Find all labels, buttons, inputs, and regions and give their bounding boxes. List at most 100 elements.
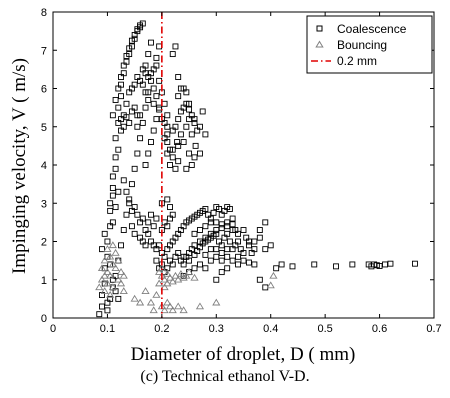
coalescence-point	[164, 123, 171, 130]
coalescence-point	[218, 242, 225, 249]
coalescence-point	[235, 253, 242, 260]
bouncing-point	[269, 271, 278, 279]
bouncing-point	[146, 298, 156, 306]
y-tick-label: 3	[41, 198, 47, 210]
coalescence-point	[224, 246, 231, 253]
coalescence-point	[207, 257, 214, 264]
bouncing-point	[160, 306, 169, 314]
coalescence-point	[169, 261, 176, 268]
coalescence-point	[131, 104, 138, 111]
coalescence-point	[213, 219, 220, 226]
coalescence-point	[118, 242, 124, 249]
bouncing-point	[95, 283, 104, 291]
coalescence-point	[240, 227, 247, 233]
legend-label-reference: 0.2 mm	[337, 54, 377, 68]
coalescence-point	[180, 261, 187, 268]
bouncing-point	[195, 302, 205, 310]
coalescence-point	[191, 265, 198, 272]
coalescence-point	[145, 219, 152, 226]
coalescence-point	[148, 70, 154, 77]
coalescence-point	[333, 263, 339, 270]
coalescence-point	[224, 230, 231, 237]
coalescence-point	[137, 22, 144, 29]
bouncing-point	[149, 306, 158, 314]
coalescence-point	[99, 303, 105, 310]
bouncing-point	[184, 268, 194, 275]
coalescence-point	[137, 112, 144, 119]
coalescence-point	[177, 131, 184, 138]
coalescence-point	[131, 204, 138, 211]
coalescence-point	[104, 307, 111, 314]
bouncing-point	[100, 287, 109, 294]
coalescence-point	[229, 221, 236, 228]
bouncing-point	[165, 273, 175, 281]
coalescence-point	[218, 257, 225, 264]
bouncing-point	[119, 271, 128, 279]
y-ticks: 0 1 2 3 4 5 6 7 8	[41, 7, 434, 325]
coalescence-point	[123, 188, 130, 195]
bouncing-point	[106, 252, 115, 260]
coalescence-point	[120, 177, 127, 184]
bouncing-point	[116, 279, 126, 287]
coalescence-point	[186, 106, 193, 113]
coalescence-point	[164, 150, 171, 157]
coalescence-point	[213, 276, 220, 283]
coalescence-point	[207, 246, 214, 253]
coalescence-point	[262, 284, 269, 291]
coalescence-point	[139, 119, 146, 126]
bouncing-point	[179, 306, 188, 314]
coalescence-point	[197, 261, 203, 268]
coalescence-point	[153, 116, 160, 123]
bouncing-point	[100, 256, 109, 264]
bouncing-point	[108, 260, 117, 268]
coalescence-point	[243, 234, 250, 241]
coalescence-point	[202, 131, 209, 138]
x-tick-label: 0.5	[317, 323, 332, 335]
coalescence-point	[202, 234, 209, 241]
y-tick-label: 8	[41, 7, 47, 19]
coalescence-point	[172, 43, 179, 50]
y-tick-label: 5	[41, 122, 47, 134]
bouncing-point	[179, 273, 188, 281]
coalescence-point	[175, 250, 182, 256]
bouncing-point	[171, 271, 180, 279]
coalescence-point	[218, 250, 225, 256]
bouncing-point	[108, 283, 117, 291]
coalescence-point	[109, 173, 116, 180]
coalescence-point	[153, 257, 160, 264]
bouncing-point	[111, 264, 120, 272]
coalescence-point	[202, 251, 209, 258]
coalescence-point	[226, 238, 233, 245]
bouncing-point	[157, 264, 166, 272]
coalescence-point	[245, 242, 252, 249]
coalescence-point	[156, 106, 163, 113]
coalescence-point	[197, 123, 203, 130]
coalescence-point	[134, 123, 141, 130]
bouncing-point	[182, 271, 191, 279]
coalescence-point	[134, 150, 141, 157]
coalescence-point	[115, 188, 122, 195]
coalescence-point	[175, 116, 182, 123]
coalescence-point	[164, 223, 171, 230]
coalescence-point	[256, 276, 263, 283]
coalescence-point	[107, 207, 114, 214]
coalescence-point	[229, 257, 236, 264]
coalescence-point	[139, 215, 146, 222]
coalescence-point	[109, 219, 116, 226]
coalescence-point	[109, 112, 116, 119]
coalescence-point	[112, 97, 119, 103]
bouncing-point	[266, 281, 275, 289]
coalescence-point	[109, 192, 116, 199]
coalescence-point	[120, 227, 127, 233]
coalescence-point	[232, 227, 239, 233]
coalescence-point	[207, 230, 214, 237]
bouncing-point	[160, 283, 169, 291]
coalescence-point	[278, 261, 285, 268]
y-tick-label: 1	[41, 275, 47, 287]
coalescence-point	[240, 257, 247, 264]
coalescence-point	[256, 234, 263, 241]
coalescence-point	[150, 127, 157, 134]
coalescence-point	[169, 146, 176, 153]
coalescence-point	[112, 154, 119, 161]
x-tick-label: 0.2	[154, 323, 169, 335]
